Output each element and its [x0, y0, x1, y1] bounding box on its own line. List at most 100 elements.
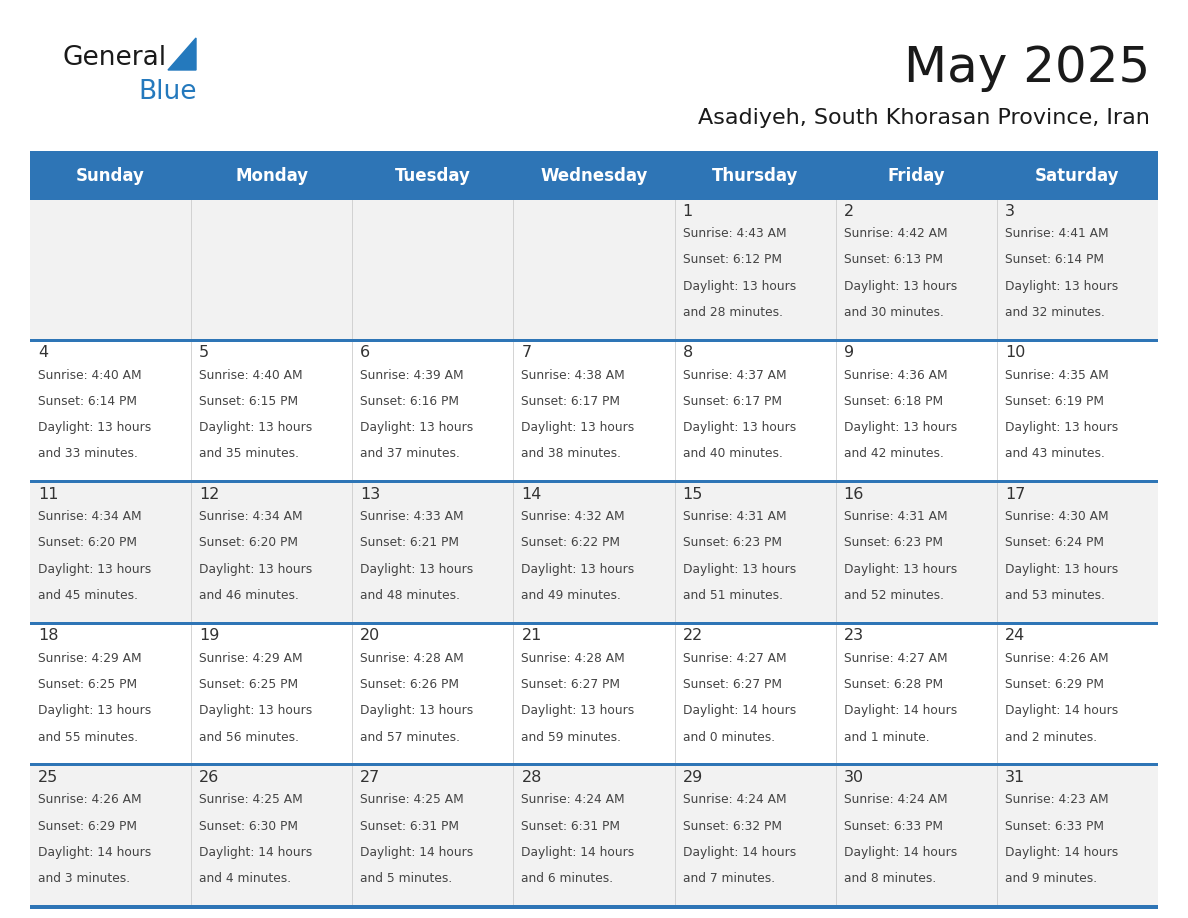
Text: 9: 9	[843, 345, 854, 360]
Text: and 55 minutes.: and 55 minutes.	[38, 731, 138, 744]
Text: Thursday: Thursday	[712, 167, 798, 185]
Text: and 0 minutes.: and 0 minutes.	[683, 731, 775, 744]
Text: Sunset: 6:23 PM: Sunset: 6:23 PM	[843, 536, 943, 550]
Text: Sunset: 6:18 PM: Sunset: 6:18 PM	[843, 395, 943, 408]
Text: Sunset: 6:25 PM: Sunset: 6:25 PM	[38, 678, 137, 691]
Text: Sunrise: 4:33 AM: Sunrise: 4:33 AM	[360, 510, 463, 523]
Text: Sunrise: 4:30 AM: Sunrise: 4:30 AM	[1005, 510, 1108, 523]
Text: Wednesday: Wednesday	[541, 167, 647, 185]
Text: 19: 19	[200, 628, 220, 644]
Text: Sunset: 6:15 PM: Sunset: 6:15 PM	[200, 395, 298, 408]
Text: Sunset: 6:32 PM: Sunset: 6:32 PM	[683, 820, 782, 833]
Text: and 57 minutes.: and 57 minutes.	[360, 731, 460, 744]
Text: Sunset: 6:17 PM: Sunset: 6:17 PM	[522, 395, 620, 408]
Text: Sunset: 6:25 PM: Sunset: 6:25 PM	[200, 678, 298, 691]
Text: 27: 27	[360, 770, 380, 785]
Text: Daylight: 14 hours: Daylight: 14 hours	[843, 846, 958, 859]
Text: 25: 25	[38, 770, 58, 785]
Text: Sunrise: 4:43 AM: Sunrise: 4:43 AM	[683, 227, 786, 240]
Text: Sunset: 6:20 PM: Sunset: 6:20 PM	[200, 536, 298, 550]
Text: 20: 20	[360, 628, 380, 644]
Text: 17: 17	[1005, 487, 1025, 502]
Text: and 33 minutes.: and 33 minutes.	[38, 447, 138, 461]
Text: Daylight: 14 hours: Daylight: 14 hours	[1005, 846, 1118, 859]
Bar	[30, 764, 1158, 767]
Text: Sunrise: 4:28 AM: Sunrise: 4:28 AM	[360, 652, 465, 665]
Bar	[30, 339, 1158, 341]
Text: Daylight: 13 hours: Daylight: 13 hours	[1005, 563, 1118, 576]
Text: 13: 13	[360, 487, 380, 502]
Text: Daylight: 13 hours: Daylight: 13 hours	[522, 704, 634, 717]
Text: Sunrise: 4:31 AM: Sunrise: 4:31 AM	[683, 510, 786, 523]
Text: Sunset: 6:33 PM: Sunset: 6:33 PM	[1005, 820, 1104, 833]
Text: and 49 minutes.: and 49 minutes.	[522, 589, 621, 602]
Text: Daylight: 13 hours: Daylight: 13 hours	[1005, 421, 1118, 434]
Text: 12: 12	[200, 487, 220, 502]
Text: Sunrise: 4:39 AM: Sunrise: 4:39 AM	[360, 369, 463, 382]
Text: 3: 3	[1005, 204, 1015, 218]
Text: 21: 21	[522, 628, 542, 644]
Text: Daylight: 14 hours: Daylight: 14 hours	[843, 704, 958, 717]
Text: and 42 minutes.: and 42 minutes.	[843, 447, 943, 461]
Text: 5: 5	[200, 345, 209, 360]
Text: 30: 30	[843, 770, 864, 785]
Text: 31: 31	[1005, 770, 1025, 785]
Bar	[30, 197, 1158, 200]
Text: Sunrise: 4:42 AM: Sunrise: 4:42 AM	[843, 227, 947, 240]
Text: Sunrise: 4:37 AM: Sunrise: 4:37 AM	[683, 369, 786, 382]
Text: Tuesday: Tuesday	[394, 167, 470, 185]
Text: Sunrise: 4:36 AM: Sunrise: 4:36 AM	[843, 369, 947, 382]
Text: Daylight: 14 hours: Daylight: 14 hours	[522, 846, 634, 859]
Text: Daylight: 13 hours: Daylight: 13 hours	[200, 704, 312, 717]
Text: and 35 minutes.: and 35 minutes.	[200, 447, 299, 461]
Text: May 2025: May 2025	[904, 44, 1150, 92]
Bar	[30, 155, 1158, 197]
Text: and 3 minutes.: and 3 minutes.	[38, 872, 131, 885]
Text: 28: 28	[522, 770, 542, 785]
Text: 6: 6	[360, 345, 371, 360]
Text: Sunset: 6:20 PM: Sunset: 6:20 PM	[38, 536, 137, 550]
Text: Daylight: 13 hours: Daylight: 13 hours	[1005, 280, 1118, 293]
Text: Sunset: 6:13 PM: Sunset: 6:13 PM	[843, 253, 943, 266]
Bar	[30, 905, 1158, 909]
Text: Sunset: 6:12 PM: Sunset: 6:12 PM	[683, 253, 782, 266]
Text: Daylight: 13 hours: Daylight: 13 hours	[522, 563, 634, 576]
Text: and 8 minutes.: and 8 minutes.	[843, 872, 936, 885]
Text: Daylight: 13 hours: Daylight: 13 hours	[683, 280, 796, 293]
Text: Asadiyeh, South Khorasan Province, Iran: Asadiyeh, South Khorasan Province, Iran	[699, 108, 1150, 128]
Text: Sunset: 6:31 PM: Sunset: 6:31 PM	[522, 820, 620, 833]
Text: and 28 minutes.: and 28 minutes.	[683, 306, 783, 319]
Text: and 9 minutes.: and 9 minutes.	[1005, 872, 1097, 885]
Text: 1: 1	[683, 204, 693, 218]
Text: Daylight: 13 hours: Daylight: 13 hours	[38, 704, 151, 717]
Text: Sunset: 6:27 PM: Sunset: 6:27 PM	[683, 678, 782, 691]
Text: Daylight: 13 hours: Daylight: 13 hours	[38, 563, 151, 576]
Text: Sunset: 6:29 PM: Sunset: 6:29 PM	[38, 820, 137, 833]
Text: Sunset: 6:14 PM: Sunset: 6:14 PM	[1005, 253, 1104, 266]
Text: Sunrise: 4:29 AM: Sunrise: 4:29 AM	[200, 652, 303, 665]
Text: Sunrise: 4:28 AM: Sunrise: 4:28 AM	[522, 652, 625, 665]
Text: Daylight: 14 hours: Daylight: 14 hours	[38, 846, 151, 859]
Text: and 30 minutes.: and 30 minutes.	[843, 306, 943, 319]
Text: Sunrise: 4:40 AM: Sunrise: 4:40 AM	[38, 369, 141, 382]
Text: and 2 minutes.: and 2 minutes.	[1005, 731, 1097, 744]
Text: Sunset: 6:31 PM: Sunset: 6:31 PM	[360, 820, 460, 833]
Text: and 6 minutes.: and 6 minutes.	[522, 872, 613, 885]
Text: Sunrise: 4:41 AM: Sunrise: 4:41 AM	[1005, 227, 1108, 240]
Text: Sunday: Sunday	[76, 167, 145, 185]
Text: Sunset: 6:27 PM: Sunset: 6:27 PM	[522, 678, 620, 691]
Text: 24: 24	[1005, 628, 1025, 644]
Text: and 7 minutes.: and 7 minutes.	[683, 872, 775, 885]
Text: Daylight: 13 hours: Daylight: 13 hours	[843, 563, 958, 576]
Text: Daylight: 14 hours: Daylight: 14 hours	[360, 846, 474, 859]
Text: Sunrise: 4:40 AM: Sunrise: 4:40 AM	[200, 369, 303, 382]
Text: Sunrise: 4:26 AM: Sunrise: 4:26 AM	[1005, 652, 1108, 665]
Text: and 1 minute.: and 1 minute.	[843, 731, 929, 744]
Text: Sunset: 6:28 PM: Sunset: 6:28 PM	[843, 678, 943, 691]
Text: Sunrise: 4:31 AM: Sunrise: 4:31 AM	[843, 510, 947, 523]
Bar	[30, 339, 1158, 480]
Text: 29: 29	[683, 770, 703, 785]
Text: 14: 14	[522, 487, 542, 502]
Text: Sunset: 6:23 PM: Sunset: 6:23 PM	[683, 536, 782, 550]
Text: Sunrise: 4:25 AM: Sunrise: 4:25 AM	[200, 793, 303, 806]
